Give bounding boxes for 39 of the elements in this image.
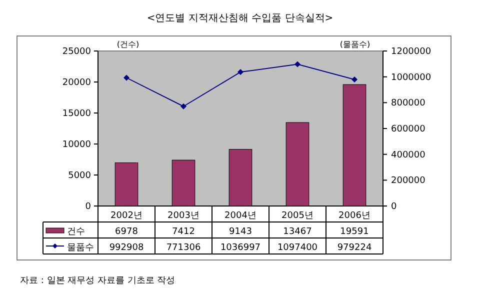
y2-tick-label: 0 bbox=[391, 202, 397, 212]
y-tick-label: 20000 bbox=[62, 78, 92, 88]
data-label: 7412 bbox=[172, 227, 195, 237]
x-tick-label: 2005년 bbox=[282, 211, 314, 221]
y2-tick-label: 1000000 bbox=[391, 72, 432, 83]
point bbox=[294, 61, 300, 68]
y-axis-title: (건수) bbox=[116, 40, 140, 49]
y-tick-label: 5000 bbox=[68, 171, 92, 181]
y2-tick-label: 200000 bbox=[391, 176, 426, 186]
data-label: 979224 bbox=[337, 243, 372, 253]
point bbox=[124, 74, 130, 81]
legend-label: 건수 bbox=[67, 227, 85, 237]
chart-title: <연도별 지적재산침해 수입품 단속실적> bbox=[146, 13, 334, 24]
x-tick-label: 2002년 bbox=[110, 211, 142, 221]
point bbox=[238, 69, 244, 76]
x-tick-label: 2004년 bbox=[224, 211, 256, 221]
y2-tick-label: 400000 bbox=[391, 150, 426, 160]
y2-tick-label: 1200000 bbox=[391, 47, 432, 57]
data-label: 19591 bbox=[340, 227, 369, 237]
data-label: 1036997 bbox=[220, 243, 261, 253]
y-tick-label: 0 bbox=[85, 202, 92, 212]
x-tick-label: 2003년 bbox=[168, 211, 200, 221]
x-tick-label: 2006년 bbox=[338, 211, 370, 221]
data-label: 1097400 bbox=[277, 243, 318, 253]
data-label: 13467 bbox=[283, 227, 312, 237]
point bbox=[180, 103, 186, 110]
legend-label: 물품수 bbox=[67, 243, 94, 253]
data-label: 6978 bbox=[115, 227, 138, 237]
y-tick-label: 25000 bbox=[62, 47, 92, 57]
text: 자료 : 일본 재무성 자료를 기초로 작성 bbox=[20, 276, 176, 286]
data-label: 9143 bbox=[229, 227, 252, 237]
y-tick-label: 15000 bbox=[62, 109, 92, 119]
point bbox=[352, 76, 358, 83]
data-label: 771306 bbox=[166, 243, 201, 253]
data-label: 992908 bbox=[109, 243, 144, 253]
y2-tick-label: 600000 bbox=[391, 124, 426, 134]
y2-axis-title: (물품수) bbox=[340, 40, 370, 49]
y-tick-label: 10000 bbox=[62, 140, 92, 150]
y2-tick-label: 800000 bbox=[391, 98, 426, 109]
